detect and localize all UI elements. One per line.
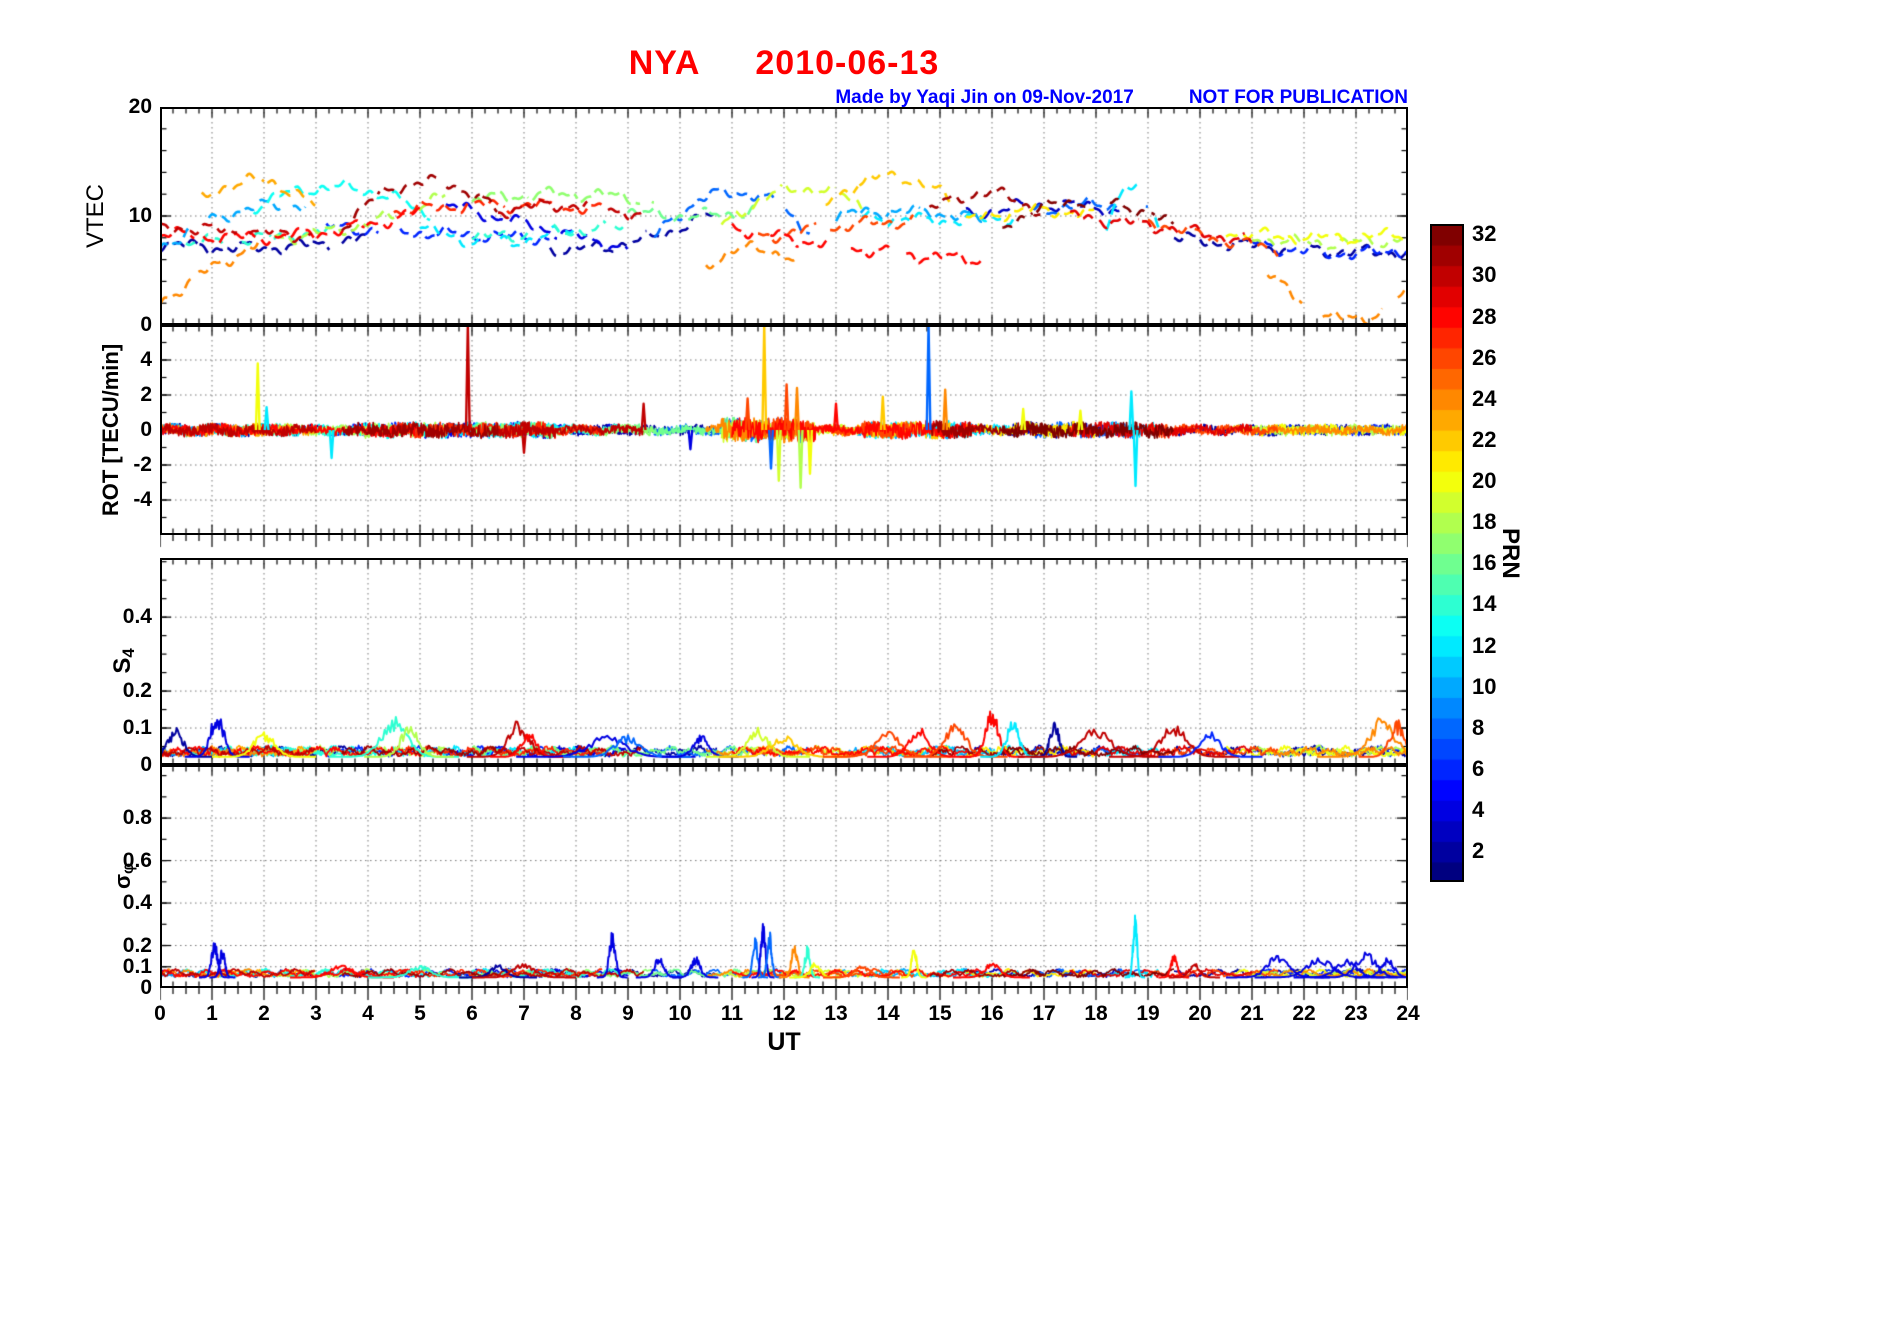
not-for-publication-text: NOT FOR PUBLICATION <box>1188 87 1408 108</box>
x-tick-label: 18 <box>1084 1002 1108 1025</box>
rot-bottom-ticks <box>160 535 1408 549</box>
x-tick-label: 13 <box>824 1002 848 1025</box>
x-tick-label: 12 <box>772 1002 796 1025</box>
colorbar-label: PRN <box>1497 527 1524 579</box>
panel-sigma-phi <box>160 765 1408 988</box>
x-tick-label: 14 <box>876 1002 900 1025</box>
x-tick-label: 1 <box>206 1002 218 1025</box>
y-tick-label: 2 <box>140 383 152 406</box>
x-tick-label: 7 <box>518 1002 530 1025</box>
colorbar-tick-label: 32 <box>1472 221 1497 247</box>
y-tick-label: 0 <box>140 976 152 999</box>
annotation: Made by Yaqi Jin on 09-Nov-2017 NOT FOR P… <box>160 87 1408 109</box>
colorbar-tick-label: 28 <box>1472 303 1497 329</box>
page-title: NYA 2010-06-13 <box>160 44 1408 83</box>
x-tick-label: 22 <box>1292 1002 1316 1025</box>
panel-vtec <box>160 107 1408 325</box>
y-tick-label: 0.4 <box>122 891 152 915</box>
y-tick-label: -4 <box>133 488 152 511</box>
colorbar-tick-label: 4 <box>1472 797 1485 823</box>
sigma-phi-canvas <box>160 765 1408 988</box>
x-tick-label: 2 <box>258 1002 270 1025</box>
x-tick-label: 20 <box>1188 1002 1212 1025</box>
y-tick-label: 0 <box>140 418 152 441</box>
x-tick-label: 19 <box>1136 1002 1160 1025</box>
x-tick-label: 4 <box>362 1002 374 1025</box>
y-tick-label: 0.2 <box>122 933 152 957</box>
x-tick-label: 24 <box>1396 1002 1420 1025</box>
y-tick-label: 0 <box>140 313 152 336</box>
x-tick-label: 15 <box>928 1002 952 1025</box>
y-tick-label: 4 <box>140 348 152 371</box>
x-tick-label: 5 <box>414 1002 426 1025</box>
y-tick-label: 20 <box>128 95 152 118</box>
rot-canvas <box>160 325 1408 535</box>
x-tick-label: 17 <box>1032 1002 1056 1025</box>
colorbar-tick-label: 24 <box>1472 385 1497 411</box>
colorbar-tick-label: 18 <box>1472 509 1497 535</box>
y-tick-label: 0.8 <box>122 806 152 830</box>
x-tick-label: 23 <box>1344 1002 1368 1025</box>
x-axis-label: UT <box>767 1028 801 1056</box>
y-tick-label: -2 <box>133 453 152 476</box>
y-tick-label: 0.2 <box>122 679 152 703</box>
y-tick-label: 0.4 <box>122 605 152 629</box>
y-tick-label: 0.1 <box>122 716 152 740</box>
made-by-text: Made by Yaqi Jin on 09-Nov-2017 <box>835 87 1134 108</box>
x-tick-label: 21 <box>1240 1002 1264 1025</box>
y-tick-label: 0.1 <box>122 954 152 978</box>
x-tick-label: 9 <box>622 1002 634 1025</box>
colorbar-tick-label: 14 <box>1472 591 1497 617</box>
x-tick-label: 0 <box>154 1002 166 1025</box>
panel-rot <box>160 325 1408 535</box>
colorbar-tick-label: 8 <box>1472 714 1485 740</box>
y-tick-label: 0.6 <box>122 848 152 872</box>
colorbar-tick-label: 12 <box>1472 632 1497 658</box>
colorbar-tick-label: 26 <box>1472 344 1497 370</box>
x-tick-label: 10 <box>668 1002 692 1025</box>
x-tick-label: 3 <box>310 1002 322 1025</box>
y-axis-label-s4: S4 <box>109 648 138 674</box>
colorbar-tick-label: 30 <box>1472 262 1497 288</box>
colorbar-tick-label: 6 <box>1472 755 1485 781</box>
y-tick-label: 0 <box>140 753 152 776</box>
x-tick-label: 16 <box>980 1002 1004 1025</box>
panel-s4 <box>160 558 1408 765</box>
colorbar-tick-label: 22 <box>1472 426 1497 452</box>
colorbar-tick-label: 16 <box>1472 550 1497 576</box>
s4-canvas <box>160 558 1408 765</box>
station-name: NYA <box>628 44 701 82</box>
colorbar-tick-label: 10 <box>1472 673 1497 699</box>
y-tick-label: 10 <box>128 204 152 227</box>
x-tick-label: 8 <box>570 1002 582 1025</box>
plot-date: 2010-06-13 <box>755 44 940 82</box>
colorbar <box>1430 224 1464 882</box>
colorbar-tick-label: 2 <box>1472 838 1485 864</box>
x-tick-label: 6 <box>466 1002 478 1025</box>
x-tick-label: 11 <box>720 1002 744 1025</box>
x-axis-bottom-ticks <box>160 988 1408 1002</box>
colorbar-tick-label: 20 <box>1472 468 1497 494</box>
vtec-canvas <box>160 107 1408 325</box>
